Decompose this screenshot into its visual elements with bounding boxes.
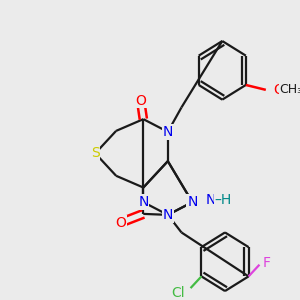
Text: O: O bbox=[135, 94, 146, 108]
Text: F: F bbox=[263, 256, 271, 270]
Text: N: N bbox=[205, 193, 216, 207]
Text: CH₃: CH₃ bbox=[280, 83, 300, 96]
Text: –H: –H bbox=[214, 193, 232, 207]
Text: N: N bbox=[138, 195, 148, 209]
Text: N: N bbox=[163, 208, 173, 222]
Text: Cl: Cl bbox=[171, 286, 185, 300]
Text: N: N bbox=[187, 195, 197, 209]
Text: O: O bbox=[115, 216, 126, 230]
Text: N: N bbox=[163, 125, 173, 139]
Text: S: S bbox=[91, 146, 100, 160]
Text: O: O bbox=[273, 83, 284, 97]
